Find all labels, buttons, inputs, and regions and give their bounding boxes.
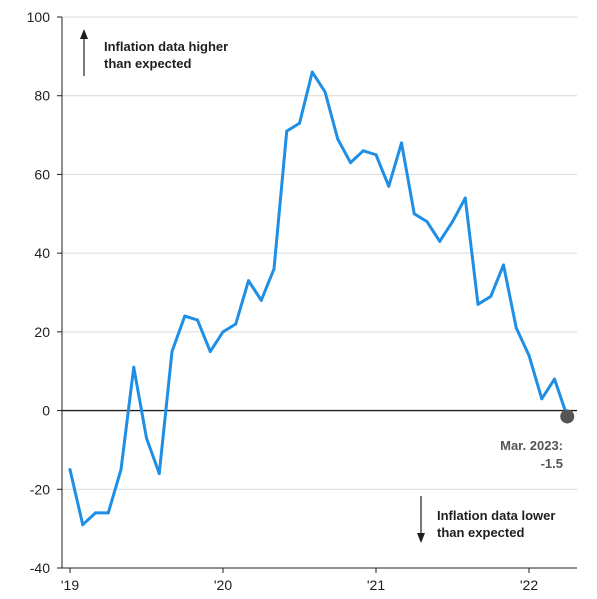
y-tick-label--20: -20 <box>30 481 50 497</box>
data-point-30 <box>451 220 454 224</box>
data-point-13 <box>234 322 238 326</box>
data-point-9 <box>183 314 187 318</box>
callout-date-label: Mar. 2023: <box>500 438 563 453</box>
x-tick-label-2: '21 <box>367 577 385 593</box>
data-point-3 <box>106 511 110 515</box>
data-point-15 <box>259 298 263 302</box>
gridlines <box>62 16 577 490</box>
data-point-26 <box>400 141 403 145</box>
annotations: Inflation data higher than expected Infl… <box>80 29 563 543</box>
highlight-point-marker <box>560 409 575 424</box>
data-point-6 <box>145 436 148 440</box>
top-annotation-line-1: Inflation data higher <box>104 39 228 54</box>
y-tick-label-20: 20 <box>34 324 50 340</box>
data-point-18 <box>298 121 301 125</box>
data-point-5 <box>132 365 136 369</box>
x-tick-label-0: '19 <box>61 577 79 593</box>
y-tick-label-80: 80 <box>34 88 50 104</box>
top-annotation-line-2: than expected <box>104 56 191 71</box>
data-point-32 <box>476 302 480 306</box>
data-point-24 <box>374 153 378 157</box>
data-point-20 <box>323 90 327 94</box>
data-point-7 <box>157 472 161 476</box>
data-point-25 <box>387 184 391 188</box>
data-point-11 <box>208 350 212 354</box>
data-point-14 <box>247 279 250 283</box>
bottom-annotation-line-2: than expected <box>437 525 524 540</box>
bottom-annotation-line-1: Inflation data lower <box>437 508 555 523</box>
down-arrow-icon <box>417 533 425 543</box>
data-point-2 <box>94 511 97 515</box>
data-point-22 <box>349 161 352 165</box>
data-point-21 <box>336 137 340 141</box>
data-point-16 <box>272 267 276 271</box>
data-point-1 <box>81 523 85 527</box>
axes <box>57 16 577 573</box>
y-tick-labels: 100 80 60 40 20 0 -20 -40 <box>27 9 51 576</box>
data-point-35 <box>514 326 518 330</box>
series-line-0 <box>68 70 569 527</box>
data-point-23 <box>361 149 365 153</box>
y-tick-label-0: 0 <box>42 403 50 419</box>
data-point-36 <box>527 353 531 357</box>
y-tick-label--40: -40 <box>30 560 50 576</box>
data-point-8 <box>170 350 174 354</box>
data-points <box>68 70 575 527</box>
data-point-0 <box>68 468 72 472</box>
x-tick-labels: '19 '20 '21 '22 <box>61 577 538 593</box>
y-tick-label-100: 100 <box>27 9 51 25</box>
data-point-10 <box>196 318 199 322</box>
up-arrow-icon <box>80 29 88 39</box>
data-point-12 <box>221 330 225 334</box>
data-point-29 <box>438 239 442 243</box>
series-lines <box>68 70 569 527</box>
data-point-37 <box>540 397 544 401</box>
y-tick-label-60: 60 <box>34 166 50 182</box>
data-point-31 <box>463 196 467 200</box>
data-point-4 <box>119 468 123 472</box>
data-point-33 <box>489 294 493 298</box>
callout-value-label: -1.5 <box>541 456 563 471</box>
x-tick-label-1: '20 <box>214 577 232 593</box>
data-point-19 <box>310 70 314 74</box>
x-tick-label-3: '22 <box>520 577 538 593</box>
data-point-17 <box>285 129 289 133</box>
data-point-38 <box>553 377 556 381</box>
data-point-34 <box>502 263 505 267</box>
data-point-28 <box>425 220 429 224</box>
data-point-27 <box>412 212 416 216</box>
y-tick-label-40: 40 <box>34 245 50 261</box>
